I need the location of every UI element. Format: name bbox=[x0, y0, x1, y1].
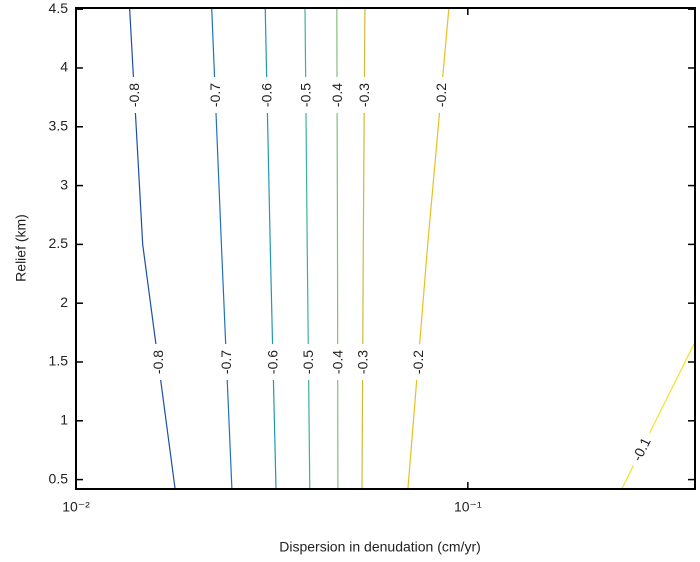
contour-label: -0.3 bbox=[354, 350, 370, 374]
contour-label: -0.8 bbox=[126, 83, 142, 107]
contour-label-bg bbox=[328, 77, 347, 113]
contour-label: -0.6 bbox=[265, 350, 281, 374]
contour-label: -0.5 bbox=[298, 83, 314, 107]
contour-line bbox=[621, 341, 695, 489]
contour-label-group: -0.6 bbox=[258, 77, 276, 113]
y-tick-label: 2 bbox=[60, 294, 68, 310]
contour-label-bg bbox=[353, 344, 372, 380]
x-axis-label: Dispersion in denudation (cm/yr) bbox=[279, 539, 481, 555]
contour-label-group: -0.5 bbox=[296, 77, 315, 113]
contour-label-group: -0.1 bbox=[625, 429, 658, 470]
contour-label-group: -0.3 bbox=[353, 344, 372, 380]
contour-label: -0.8 bbox=[150, 350, 166, 374]
y-tick-label: 3.5 bbox=[49, 117, 69, 133]
contour-label-bg bbox=[264, 344, 282, 380]
contour-label-bg bbox=[258, 77, 276, 113]
contour-label-bg bbox=[432, 77, 451, 113]
y-axis-label: Relief (km) bbox=[13, 214, 29, 282]
contour-label-group: -0.8 bbox=[125, 77, 144, 113]
y-tick-label: 0.5 bbox=[49, 470, 69, 486]
y-tick-label: 4 bbox=[60, 59, 68, 75]
x-tick-label: 10⁻² bbox=[62, 499, 90, 515]
contour-label-bg bbox=[217, 344, 236, 380]
x-tick-label: 10⁻¹ bbox=[454, 499, 482, 515]
contour-label: -0.2 bbox=[433, 83, 449, 107]
contour-label-bg bbox=[206, 77, 225, 113]
contour-label-bg bbox=[299, 344, 318, 380]
y-tick-label: 4.5 bbox=[49, 0, 69, 16]
contour-label-group: -0.4 bbox=[328, 344, 347, 380]
contour-label: -0.7 bbox=[207, 83, 223, 107]
contour-label-bg bbox=[625, 429, 658, 470]
contour-label: -0.4 bbox=[329, 83, 345, 107]
contour-label-group: -0.2 bbox=[409, 344, 428, 380]
contour-label-bg bbox=[355, 77, 374, 113]
contour-label-group: -0.2 bbox=[432, 77, 451, 113]
contour-label: -0.4 bbox=[329, 350, 345, 374]
contour-label-bg bbox=[296, 77, 315, 113]
plot-frame bbox=[75, 7, 696, 490]
y-tick-label: 1.5 bbox=[49, 353, 69, 369]
contour-label: -0.6 bbox=[259, 83, 275, 107]
contour-label-group: -0.3 bbox=[355, 77, 374, 113]
y-tick-label: 2.5 bbox=[49, 235, 69, 251]
contour-label-bg bbox=[149, 344, 168, 380]
y-tick-label: 1 bbox=[60, 411, 68, 427]
contour-label-bg bbox=[125, 77, 144, 113]
y-tick-label: 3 bbox=[60, 176, 68, 192]
contour-label: -0.3 bbox=[356, 83, 372, 107]
contour-label: -0.5 bbox=[300, 350, 316, 374]
contour-label-group: -0.5 bbox=[299, 344, 318, 380]
contour-label-bg bbox=[409, 344, 428, 380]
contour-label-group: -0.4 bbox=[328, 77, 347, 113]
contour-label: -0.2 bbox=[410, 350, 426, 374]
contour-label-group: -0.8 bbox=[149, 344, 168, 380]
contour-label-group: -0.7 bbox=[217, 344, 236, 380]
contour-label: -0.7 bbox=[218, 350, 234, 374]
contour-label-group: -0.7 bbox=[206, 77, 225, 113]
contour-label-group: -0.6 bbox=[264, 344, 282, 380]
contour-label-bg bbox=[328, 344, 347, 380]
